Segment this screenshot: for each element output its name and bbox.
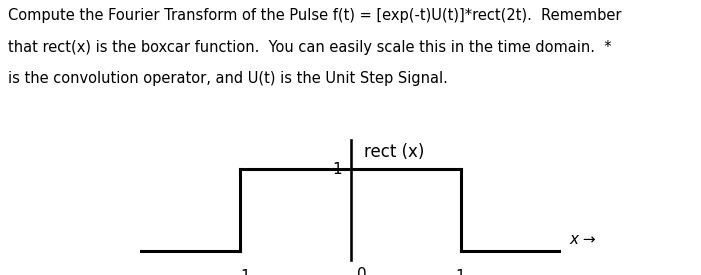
Text: 1: 1: [332, 161, 341, 177]
Text: rect (x): rect (x): [364, 143, 424, 161]
Text: is the convolution operator, and U(t) is the Unit Step Signal.: is the convolution operator, and U(t) is…: [8, 72, 448, 87]
Text: x →: x →: [570, 232, 597, 246]
Text: $\dfrac{1}{2}$: $\dfrac{1}{2}$: [456, 267, 467, 275]
Text: that rect(x) is the boxcar function.  You can easily scale this in the time doma: that rect(x) is the boxcar function. You…: [8, 40, 612, 55]
Text: Compute the Fourier Transform of the Pulse f(t) = [exp(-t)U(t)]*rect(2t).  Remem: Compute the Fourier Transform of the Pul…: [8, 8, 622, 23]
Text: 0: 0: [357, 267, 367, 275]
Text: $-\dfrac{1}{2}$: $-\dfrac{1}{2}$: [228, 267, 252, 275]
